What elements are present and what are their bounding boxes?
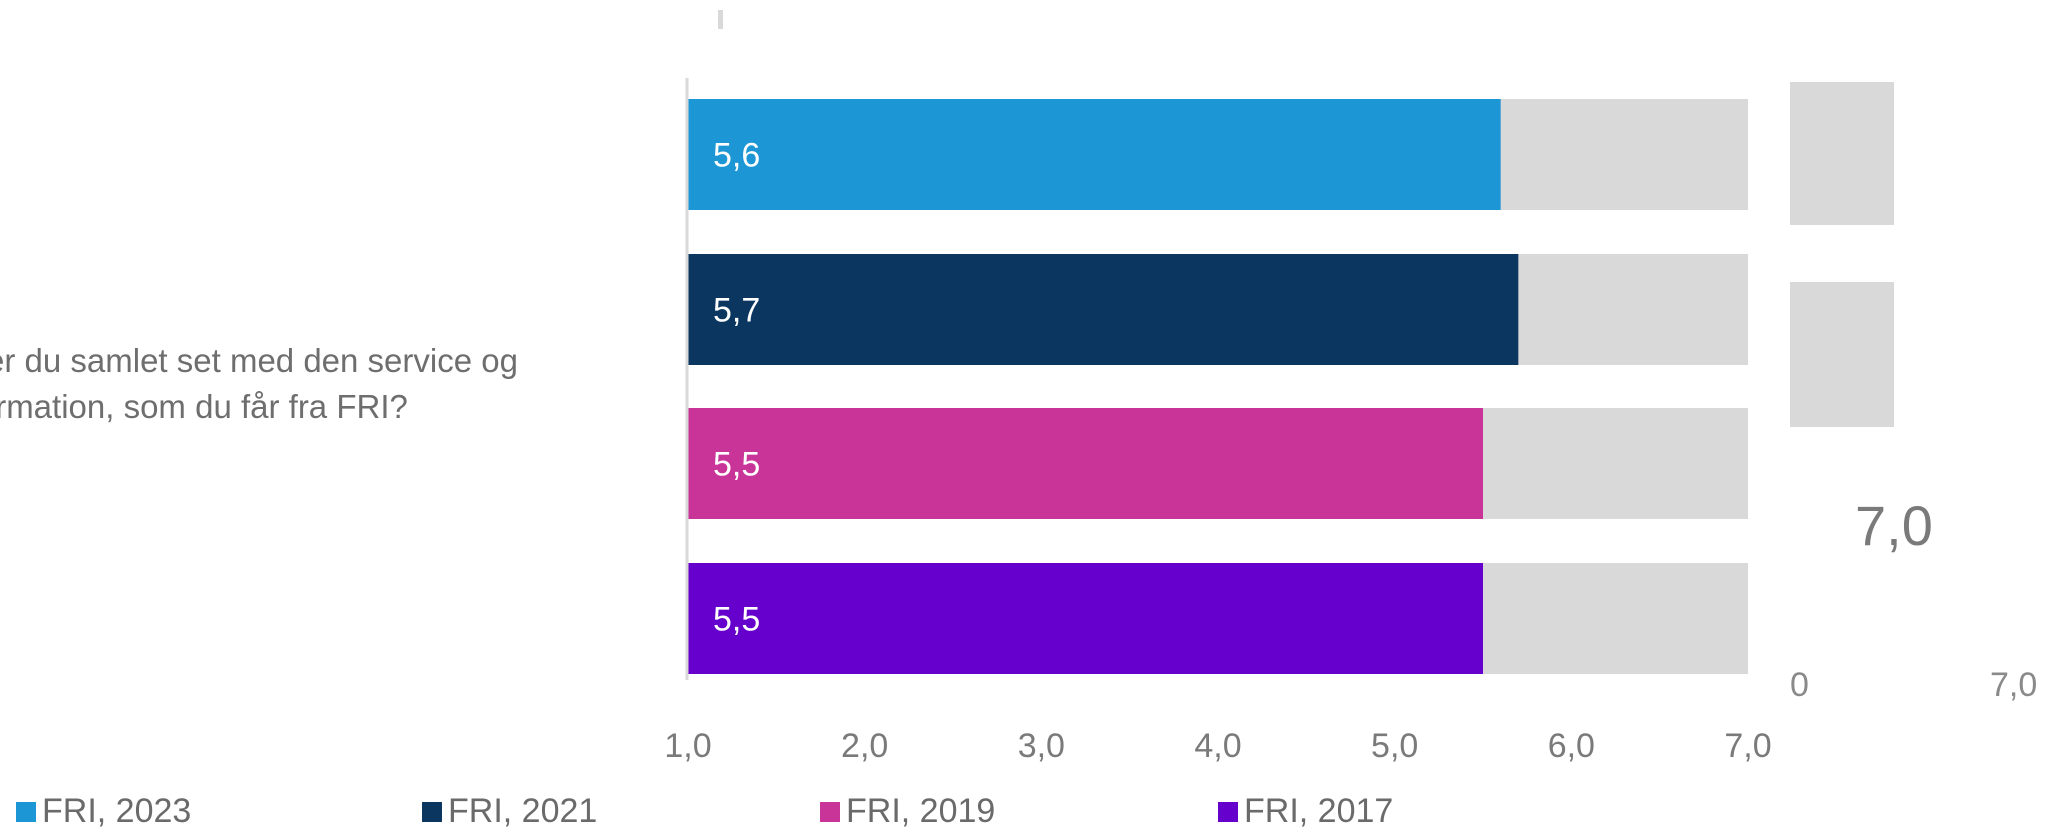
legend-label-2023: FRI, 2023 <box>42 792 192 830</box>
side-panel-block-2 <box>1790 282 1894 427</box>
legend-swatch-2017 <box>1218 801 1238 822</box>
legend: FRI, 2023 FRI, 2021 FRI, 2019 FRI, 2017 <box>0 792 2046 832</box>
bar-value-label-2: 5,7 <box>713 292 760 330</box>
legend-swatch-2023 <box>16 801 36 822</box>
top-tick-mark <box>718 10 723 29</box>
legend-swatch-2019 <box>820 801 840 822</box>
bar-4 <box>688 563 1483 674</box>
legend-label-2017: FRI, 2017 <box>1244 792 1394 830</box>
legend-item-2019: FRI, 2019 <box>820 792 995 831</box>
legend-swatch-2021 <box>422 801 442 822</box>
x-tick-label: 4,0 <box>1194 727 1241 765</box>
x-tick-label: 3,0 <box>1018 727 1065 765</box>
bar-value-label-4: 5,5 <box>713 601 760 639</box>
x-tick-label: 6,0 <box>1548 727 1595 765</box>
side-panel-block-1 <box>1790 82 1894 225</box>
legend-item-2021: FRI, 2021 <box>422 792 597 831</box>
x-tick-label: 5,0 <box>1371 727 1418 765</box>
side-panel-small-right: 7,0 <box>1990 666 2038 704</box>
side-panel-big-value: 7,0 <box>1855 494 1933 557</box>
bar-value-label-3: 5,5 <box>713 446 760 484</box>
bar-2 <box>688 254 1519 365</box>
bar-1 <box>688 99 1501 210</box>
legend-item-2017: FRI, 2017 <box>1218 792 1393 831</box>
x-tick-label: 1,0 <box>664 727 711 765</box>
legend-label-2021: FRI, 2021 <box>448 792 598 830</box>
bar-3 <box>688 408 1483 519</box>
legend-label-2019: FRI, 2019 <box>846 792 996 830</box>
bar-value-label-1: 5,6 <box>713 137 760 175</box>
x-tick-label: 2,0 <box>841 727 888 765</box>
side-panel-small-left: 0 <box>1790 666 1809 704</box>
question-label: ds er du samlet set med den service og i… <box>0 342 518 425</box>
legend-item-2023: FRI, 2023 <box>16 792 191 831</box>
x-tick-label: 7,0 <box>1724 727 1771 765</box>
